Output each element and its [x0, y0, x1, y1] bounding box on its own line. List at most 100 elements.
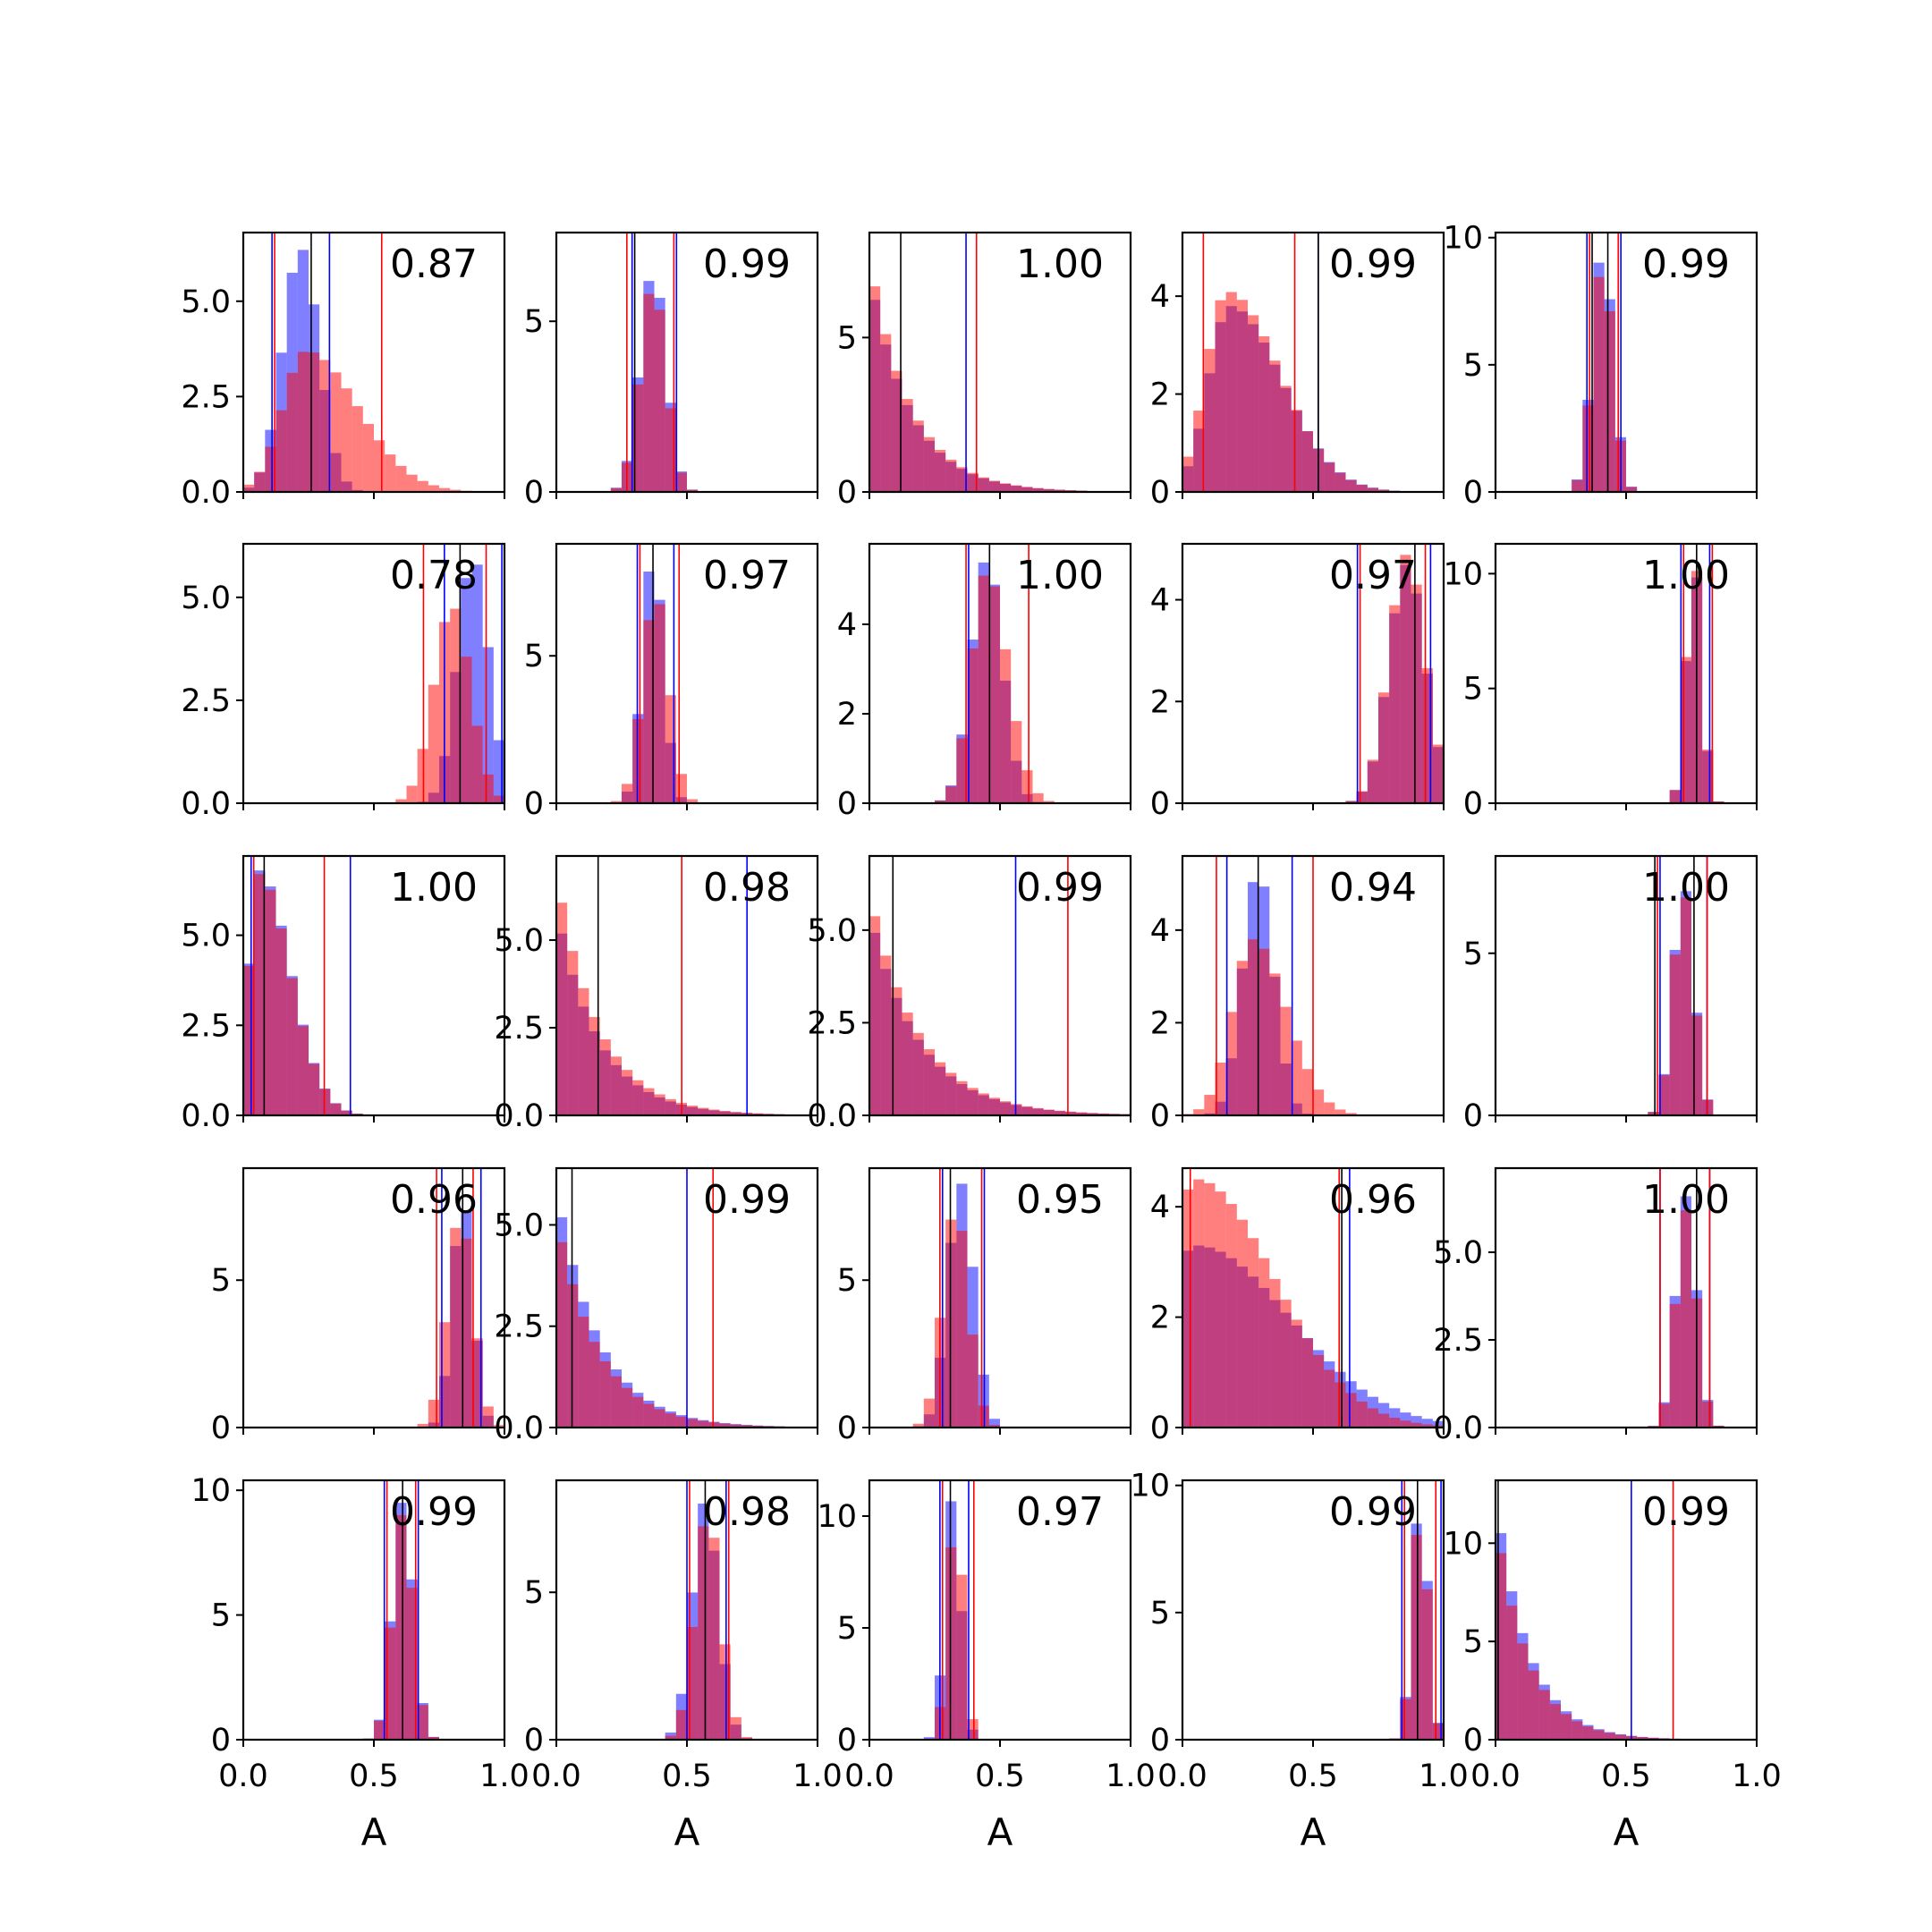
- ytick-label: 5: [837, 1611, 857, 1647]
- red-hist-bar: [1258, 1258, 1270, 1428]
- ytick-label: 4: [1150, 913, 1170, 949]
- red-hist-bar: [730, 1424, 741, 1428]
- red-hist-bar: [1032, 1107, 1044, 1115]
- red-hist-bar: [880, 334, 892, 492]
- red-hist-bar: [967, 1088, 979, 1115]
- score-label: 0.99: [1642, 242, 1730, 287]
- red-hist-bar: [1669, 1303, 1681, 1428]
- red-hist-bar: [417, 1705, 428, 1740]
- ytick-label: 0: [524, 786, 544, 822]
- red-hist-bar: [1432, 1425, 1444, 1428]
- score-label: 0.95: [1016, 1177, 1104, 1223]
- ytick-label: 0: [1150, 1098, 1170, 1134]
- panels-group: 0.02.55.00.87050.99051.000240.9905100.99…: [181, 221, 1782, 1854]
- red-hist-bar: [1193, 1179, 1205, 1428]
- red-hist-bar: [1248, 939, 1259, 1115]
- red-hist-bar: [1702, 1402, 1714, 1428]
- red-hist-bar: [1065, 1111, 1077, 1115]
- ytick-label: 5: [1463, 672, 1483, 708]
- ytick-label: 5: [837, 1263, 857, 1299]
- red-hist-bar: [698, 1107, 709, 1115]
- red-hist-bar: [265, 889, 276, 1115]
- red-hist-bar: [1236, 961, 1248, 1115]
- red-hist-bar: [891, 370, 902, 492]
- red-hist-bar: [1356, 1401, 1368, 1428]
- ytick-label: 0: [524, 475, 544, 511]
- red-hist-bar: [286, 372, 298, 492]
- ytick-label: 0.0: [181, 786, 231, 822]
- red-hist-bar: [665, 1735, 676, 1740]
- red-hist-bar: [719, 1644, 731, 1740]
- red-hist-bar: [1248, 1238, 1259, 1428]
- red-hist-bar: [1378, 489, 1390, 492]
- red-hist-bar: [622, 1070, 633, 1115]
- red-hist-bar: [1087, 1113, 1098, 1115]
- red-hist-bar: [967, 1719, 979, 1740]
- red-hist-bar: [254, 874, 266, 1115]
- red-hist-bar: [1021, 770, 1033, 803]
- score-label: 0.97: [1016, 1489, 1104, 1535]
- red-hist-bar: [1313, 1354, 1325, 1428]
- red-hist-bar: [1204, 349, 1216, 492]
- red-hist-bar: [1193, 1109, 1205, 1115]
- red-hist-bar: [945, 1072, 957, 1115]
- red-hist-bar: [1000, 483, 1012, 492]
- red-hist-bar: [1648, 1112, 1659, 1115]
- red-hist-bar: [374, 1720, 386, 1740]
- red-hist-bar: [945, 459, 957, 492]
- red-hist-bar: [923, 436, 935, 492]
- red-hist-bar: [1335, 472, 1346, 492]
- red-hist-bar: [1658, 1075, 1670, 1115]
- red-hist-bar: [471, 1338, 483, 1428]
- ytick-label: 0.0: [181, 475, 231, 511]
- red-hist-bar: [1680, 897, 1691, 1115]
- red-hist-bar: [1000, 1101, 1012, 1115]
- red-hist-bar: [286, 978, 298, 1115]
- red-hist-bar: [1269, 360, 1281, 492]
- red-hist-bar: [912, 1423, 924, 1428]
- red-hist-bar: [1367, 1408, 1378, 1428]
- red-hist-bar: [869, 286, 881, 492]
- score-label: 0.78: [390, 553, 478, 598]
- red-hist-bar: [1378, 692, 1390, 803]
- red-hist-bar: [956, 1080, 968, 1115]
- red-hist-bar: [1411, 1422, 1422, 1428]
- red-hist-bar: [1582, 1726, 1594, 1740]
- red-hist-bar: [1345, 479, 1357, 492]
- ytick-label: 4: [1150, 279, 1170, 315]
- xtick-label: 1.0: [1419, 1758, 1469, 1794]
- ytick-label: 5.0: [494, 1208, 544, 1243]
- blue-hist-bar: [988, 1419, 1000, 1428]
- red-hist-bar: [1345, 1393, 1357, 1428]
- xtick-label: 0.5: [662, 1758, 712, 1794]
- red-hist-bar: [643, 1088, 655, 1115]
- ytick-label: 5: [837, 320, 857, 356]
- score-label: 0.99: [1329, 1489, 1417, 1535]
- red-hist-bar: [352, 406, 363, 492]
- red-hist-bar: [1258, 948, 1270, 1115]
- ytick-label: 10: [1130, 1469, 1170, 1504]
- subplot-2-1: 0.0 2.5 5.0 0.98: [494, 854, 819, 1134]
- red-hist-bar: [1291, 410, 1302, 492]
- red-hist-bar: [665, 1098, 676, 1115]
- subplot-4-3: 0 5 10 0.0 0.5 1.0 A 0.99: [1130, 1469, 1468, 1854]
- red-hist-bar: [1248, 315, 1259, 492]
- red-hist-bar: [556, 1241, 568, 1428]
- score-label: 1.00: [1016, 553, 1104, 598]
- red-hist-bar: [309, 1063, 320, 1115]
- red-hist-bar: [632, 1396, 644, 1428]
- blue-hist-bar: [1421, 1419, 1433, 1428]
- red-hist-bar: [1280, 1006, 1292, 1115]
- xtick-label: 1.0: [1106, 1758, 1156, 1794]
- ytick-label: 0: [1150, 1723, 1170, 1758]
- red-hist-bar: [374, 440, 386, 492]
- score-label: 1.00: [1642, 553, 1730, 598]
- red-hist-bar: [1517, 1643, 1529, 1740]
- ytick-label: 2.5: [181, 379, 231, 415]
- red-hist-bar: [482, 1406, 494, 1428]
- red-hist-bar: [1215, 1062, 1226, 1115]
- red-hist-bar: [1411, 584, 1422, 803]
- red-hist-bar: [1000, 648, 1012, 803]
- red-hist-bar: [428, 485, 439, 492]
